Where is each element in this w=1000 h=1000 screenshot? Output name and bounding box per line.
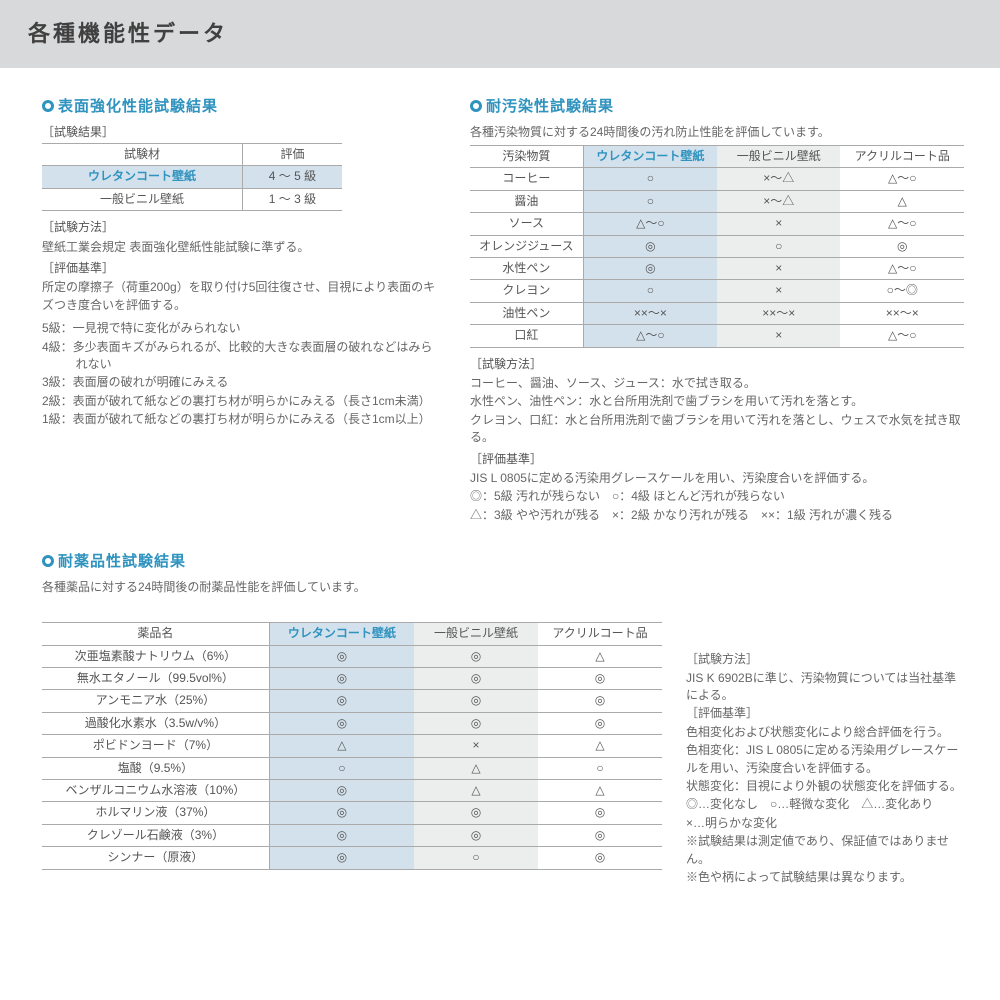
table-row: ホルマリン液（37%）◎◎◎ (42, 802, 662, 824)
note-line: ※色や柄によって試験結果は異なります。 (686, 869, 964, 886)
note-line: 状態変化：目視により外観の状態変化を評価する。 (686, 778, 964, 795)
sec2-intro: 各種汚染物質に対する24時間後の汚れ防止性能を評価しています。 (470, 124, 964, 141)
content: 表面強化性能試験結果 ［試験結果］ 試験材 評価 ウレタンコート壁紙4 ～ 5 … (0, 68, 1000, 907)
table-row: クレゾール石鹸液（3%）◎◎◎ (42, 824, 662, 846)
table-row: シンナー（原液）◎○◎ (42, 847, 662, 869)
table-row: 水性ペン◎×△～○ (470, 257, 964, 279)
note-line: ◎：5級 汚れが残らない ○：4級 ほとんど汚れが残らない (470, 488, 964, 505)
sec3-h2: 一般ビニル壁紙 (414, 623, 538, 645)
sec1-title-text: 表面強化性能試験結果 (58, 98, 218, 115)
sec2-title: 耐汚染性試験結果 (470, 96, 964, 118)
table-row: 塩酸（9.5%）○△○ (42, 757, 662, 779)
bullet-icon (42, 555, 54, 567)
grade-line: 3級：表面層の破れが明確にみえる (42, 374, 442, 391)
table-row: アンモニア水（25%）◎◎◎ (42, 690, 662, 712)
sec1-h1: 評価 (242, 144, 342, 166)
table-row: 油性ペン××～×××～×××～× (470, 302, 964, 324)
note-line: 水性ペン、油性ペン：水と台所用洗剤で歯ブラシを用いて汚れを落とす。 (470, 393, 964, 410)
note-line: △：3級 やや汚れが残る ×：2級 かなり汚れが残る ××：1級 汚れが濃く残る (470, 507, 964, 524)
table-row: 過酸化水素水（3.5w/v%）◎◎◎ (42, 712, 662, 734)
note-line: ◎…変化なし ○…軽微な変化 △…変化あり (686, 796, 964, 813)
table-row: ウレタンコート壁紙4 ～ 5 級 (42, 166, 342, 188)
sec2-crit-label: ［評価基準］ (470, 451, 964, 468)
note-line: 色相変化：JIS L 0805に定める汚染用グレースケールを用い、汚染度合いを評… (686, 742, 964, 777)
note-line: コーヒー、醤油、ソース、ジュース：水で拭き取る。 (470, 375, 964, 392)
table-row: ソース△～○×△～○ (470, 213, 964, 235)
note-line: ※試験結果は測定値であり、保証値ではありません。 (686, 833, 964, 868)
section-chemical-resistance: 耐薬品性試験結果 各種薬品に対する24時間後の耐薬品性能を評価しています。 薬品… (42, 551, 964, 887)
sec3-title: 耐薬品性試験結果 (42, 551, 964, 573)
page-title: 各種機能性データ (0, 0, 1000, 68)
sec3-h3: アクリルコート品 (538, 623, 662, 645)
note-line: JIS L 0805に定める汚染用グレースケールを用い、汚染度合いを評価する。 (470, 470, 964, 487)
sec1-title: 表面強化性能試験結果 (42, 96, 442, 118)
sec3-h0: 薬品名 (42, 623, 269, 645)
grade-line: 2級：表面が破れて紙などの裏打ち材が明らかにみえる（長さ1cm未満） (42, 393, 442, 410)
sec1-crit-text: 所定の摩擦子（荷重200g）を取り付け5回往復させ、目視により表面のキズつき度合… (42, 279, 442, 314)
table-row: ポビドンヨード（7%）△×△ (42, 735, 662, 757)
sec1-result-label: ［試験結果］ (42, 124, 442, 141)
sec2-h3: アクリルコート品 (840, 146, 964, 168)
sec3-notes: ［試験方法］ JIS K 6902Bに準じ、汚染物質については当社基準による。 … (686, 622, 964, 887)
table-row: 無水エタノール（99.5vol%）◎◎◎ (42, 667, 662, 689)
sec1-table: 試験材 評価 ウレタンコート壁紙4 ～ 5 級一般ビニル壁紙1 ～ 3 級 (42, 143, 342, 211)
grade-line: 4級：多少表面キズがみられるが、比較的大きな表面層の破れなどはみられない (42, 339, 442, 374)
sec3-method-label: ［試験方法］ (686, 651, 964, 668)
sec3-title-text: 耐薬品性試験結果 (58, 553, 186, 570)
table-row: クレヨン○×○～◎ (470, 280, 964, 302)
sec1-grades: 5級：一見視で特に変化がみられない 4級：多少表面キズがみられるが、比較的大きな表… (42, 320, 442, 428)
note-line: ×…明らかな変化 (686, 815, 964, 832)
sec1-crit-label: ［評価基準］ (42, 260, 442, 277)
bullet-icon (42, 100, 54, 112)
sec2-title-text: 耐汚染性試験結果 (486, 98, 614, 115)
grade-line: 1級：表面が破れて紙などの裏打ち材が明らかにみえる（長さ1cm以上） (42, 411, 442, 428)
table-row: 次亜塩素酸ナトリウム（6%）◎◎△ (42, 645, 662, 667)
table-row: オレンジジュース◎○◎ (470, 235, 964, 257)
sec2-method-lines: コーヒー、醤油、ソース、ジュース：水で拭き取る。水性ペン、油性ペン：水と台所用洗… (470, 375, 964, 447)
sec1-method-label: ［試験方法］ (42, 219, 442, 236)
note-line: 色相変化および状態変化により総合評価を行う。 (686, 724, 964, 741)
section-stain-resistance: 耐汚染性試験結果 各種汚染物質に対する24時間後の汚れ防止性能を評価しています。… (470, 96, 964, 525)
sec1-method-text: 壁紙工業会規定 表面強化壁紙性能試験に準ずる。 (42, 239, 442, 256)
table-row: ベンザルコニウム水溶液（10%）◎△△ (42, 779, 662, 801)
table-row: 一般ビニル壁紙1 ～ 3 級 (42, 188, 342, 210)
sec2-h2: 一般ビニル壁紙 (717, 146, 841, 168)
sec3-crit-label: ［評価基準］ (686, 705, 964, 722)
sec3-h1: ウレタンコート壁紙 (269, 623, 414, 645)
table-row: 口紅△～○×△～○ (470, 325, 964, 347)
table-row: 醤油○×～△△ (470, 190, 964, 212)
sec2-method-label: ［試験方法］ (470, 356, 964, 373)
grade-line: 5級：一見視で特に変化がみられない (42, 320, 442, 337)
sec2-table: 汚染物質 ウレタンコート壁紙 一般ビニル壁紙 アクリルコート品 コーヒー○×～△… (470, 145, 964, 348)
sec2-crit-lines: JIS L 0805に定める汚染用グレースケールを用い、汚染度合いを評価する。◎… (470, 470, 964, 524)
section-surface-strength: 表面強化性能試験結果 ［試験結果］ 試験材 評価 ウレタンコート壁紙4 ～ 5 … (42, 96, 442, 525)
sec3-table: 薬品名 ウレタンコート壁紙 一般ビニル壁紙 アクリルコート品 次亜塩素酸ナトリウ… (42, 622, 662, 869)
bullet-icon (470, 100, 482, 112)
sec3-method-text: JIS K 6902Bに準じ、汚染物質については当社基準による。 (686, 670, 964, 705)
sec2-h1: ウレタンコート壁紙 (583, 146, 717, 168)
table-row: コーヒー○×～△△～○ (470, 168, 964, 190)
note-line: クレヨン、口紅：水と台所用洗剤で歯ブラシを用いて汚れを落とし、ウェスで水気を拭き… (470, 412, 964, 447)
sec3-intro: 各種薬品に対する24時間後の耐薬品性能を評価しています。 (42, 579, 964, 596)
sec1-h0: 試験材 (42, 144, 242, 166)
sec2-h0: 汚染物質 (470, 146, 583, 168)
